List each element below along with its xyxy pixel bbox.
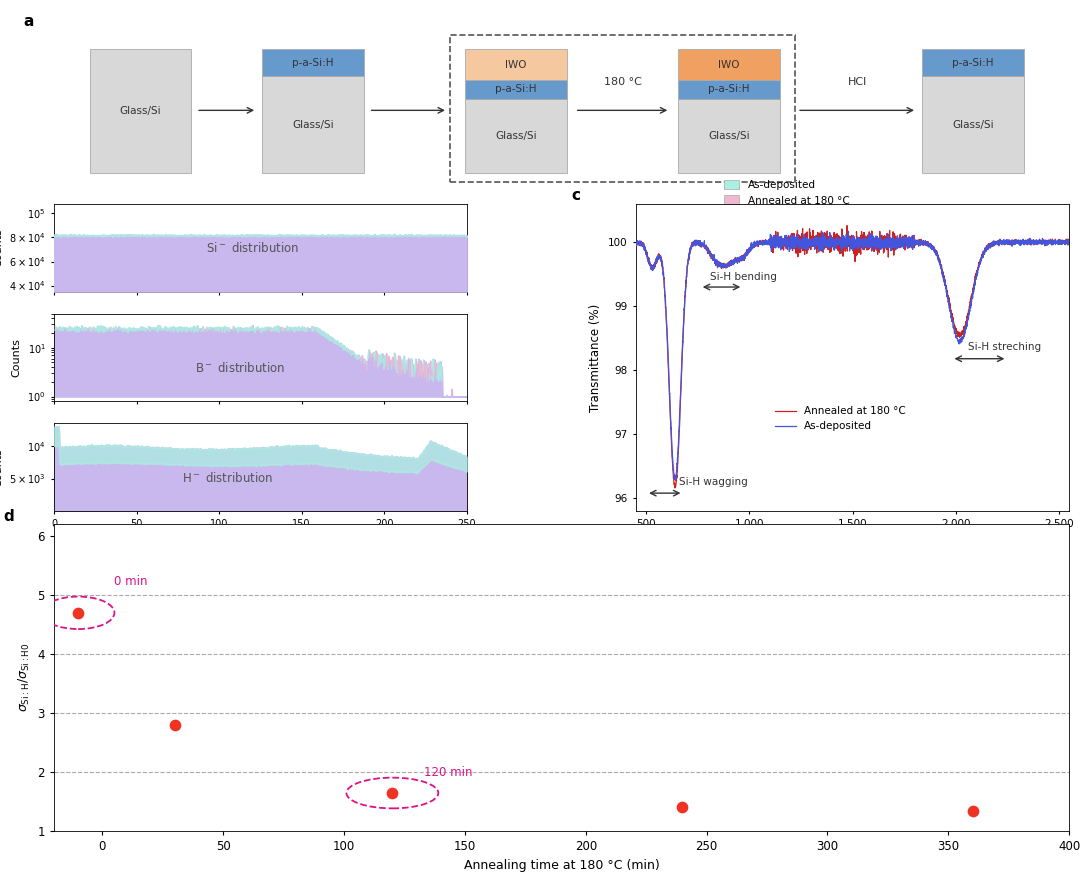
Text: p-a-Si:H: p-a-Si:H xyxy=(951,58,994,68)
X-axis label: Annealing time at 180 °C (min): Annealing time at 180 °C (min) xyxy=(463,859,660,872)
Bar xyxy=(678,80,780,98)
Text: B$^-$ distribution: B$^-$ distribution xyxy=(194,361,285,375)
Bar xyxy=(262,76,364,173)
Bar xyxy=(465,98,567,173)
Point xyxy=(963,804,981,818)
As-deposited xyxy=(704,251,717,262)
Point xyxy=(166,718,184,732)
Bar xyxy=(262,49,364,76)
As-deposited xyxy=(669,474,681,485)
Text: Si-H bending: Si-H bending xyxy=(711,272,777,282)
Bar xyxy=(922,49,1024,76)
Y-axis label: Counts: Counts xyxy=(12,338,22,377)
Text: 0 min: 0 min xyxy=(114,575,148,588)
Annealed at 180 °C xyxy=(1054,239,1067,249)
Annealed at 180 °C xyxy=(796,228,809,239)
Bar xyxy=(678,49,780,80)
Text: p-a-Si:H: p-a-Si:H xyxy=(708,84,750,95)
Text: Glass/Si: Glass/Si xyxy=(708,131,750,141)
As-deposited xyxy=(796,237,809,248)
Text: 180 °C: 180 °C xyxy=(604,77,642,87)
Line: As-deposited: As-deposited xyxy=(636,232,1069,479)
Annealed at 180 °C xyxy=(1008,236,1021,247)
Annealed at 180 °C xyxy=(630,240,643,250)
Text: 120 min: 120 min xyxy=(423,766,472,780)
Legend: As-deposited, Annealed at 180 °C: As-deposited, Annealed at 180 °C xyxy=(719,176,853,210)
Bar xyxy=(678,98,780,173)
Text: Glass/Si: Glass/Si xyxy=(951,120,994,130)
As-deposited xyxy=(814,239,827,249)
Point xyxy=(69,605,86,620)
X-axis label: Wavenumber (cm$^{-1}$): Wavenumber (cm$^{-1}$) xyxy=(791,535,914,552)
Text: Glass/Si: Glass/Si xyxy=(120,106,161,116)
As-deposited xyxy=(1008,238,1021,249)
Text: p-a-Si:H: p-a-Si:H xyxy=(292,58,334,68)
Bar xyxy=(90,49,191,173)
Y-axis label: $\sigma_{\rm Si:H}/\sigma_{\rm Si:H0}$: $\sigma_{\rm Si:H}/\sigma_{\rm Si:H0}$ xyxy=(17,643,32,713)
Text: d: d xyxy=(3,509,14,524)
Text: IWO: IWO xyxy=(505,60,527,70)
Line: Annealed at 180 °C: Annealed at 180 °C xyxy=(636,225,1069,488)
Bar xyxy=(465,49,567,80)
Y-axis label: Transmittance (%): Transmittance (%) xyxy=(590,303,603,411)
X-axis label: Etching time (s): Etching time (s) xyxy=(213,535,308,548)
As-deposited xyxy=(842,226,855,237)
Y-axis label: Counts: Counts xyxy=(0,228,3,267)
Annealed at 180 °C xyxy=(704,249,717,260)
Y-axis label: Counts: Counts xyxy=(0,448,3,486)
Legend: Annealed at 180 °C, As-deposited: Annealed at 180 °C, As-deposited xyxy=(771,402,910,435)
Text: Glass/Si: Glass/Si xyxy=(495,131,537,141)
Point xyxy=(383,786,401,800)
Bar xyxy=(465,80,567,98)
Annealed at 180 °C xyxy=(669,483,681,493)
Text: IWO: IWO xyxy=(718,60,740,70)
Annealed at 180 °C xyxy=(1063,237,1076,248)
Bar xyxy=(922,76,1024,173)
Text: Si$^-$ distribution: Si$^-$ distribution xyxy=(205,240,298,255)
Text: H$^-$ distribution: H$^-$ distribution xyxy=(181,471,273,485)
Annealed at 180 °C xyxy=(840,220,853,231)
Annealed at 180 °C xyxy=(814,245,827,256)
Text: p-a-Si:H: p-a-Si:H xyxy=(495,84,537,95)
Text: Si-H wagging: Si-H wagging xyxy=(679,477,748,486)
Annealed at 180 °C xyxy=(679,286,692,297)
Text: Si-H streching: Si-H streching xyxy=(968,342,1041,352)
Point xyxy=(674,799,691,814)
As-deposited xyxy=(679,287,692,298)
As-deposited xyxy=(630,236,643,247)
Text: Glass/Si: Glass/Si xyxy=(292,120,334,130)
Bar xyxy=(450,35,795,182)
Text: HCl: HCl xyxy=(848,77,866,87)
As-deposited xyxy=(1063,234,1076,245)
As-deposited xyxy=(1054,238,1067,249)
Text: c: c xyxy=(571,189,580,204)
Text: a: a xyxy=(24,14,33,30)
